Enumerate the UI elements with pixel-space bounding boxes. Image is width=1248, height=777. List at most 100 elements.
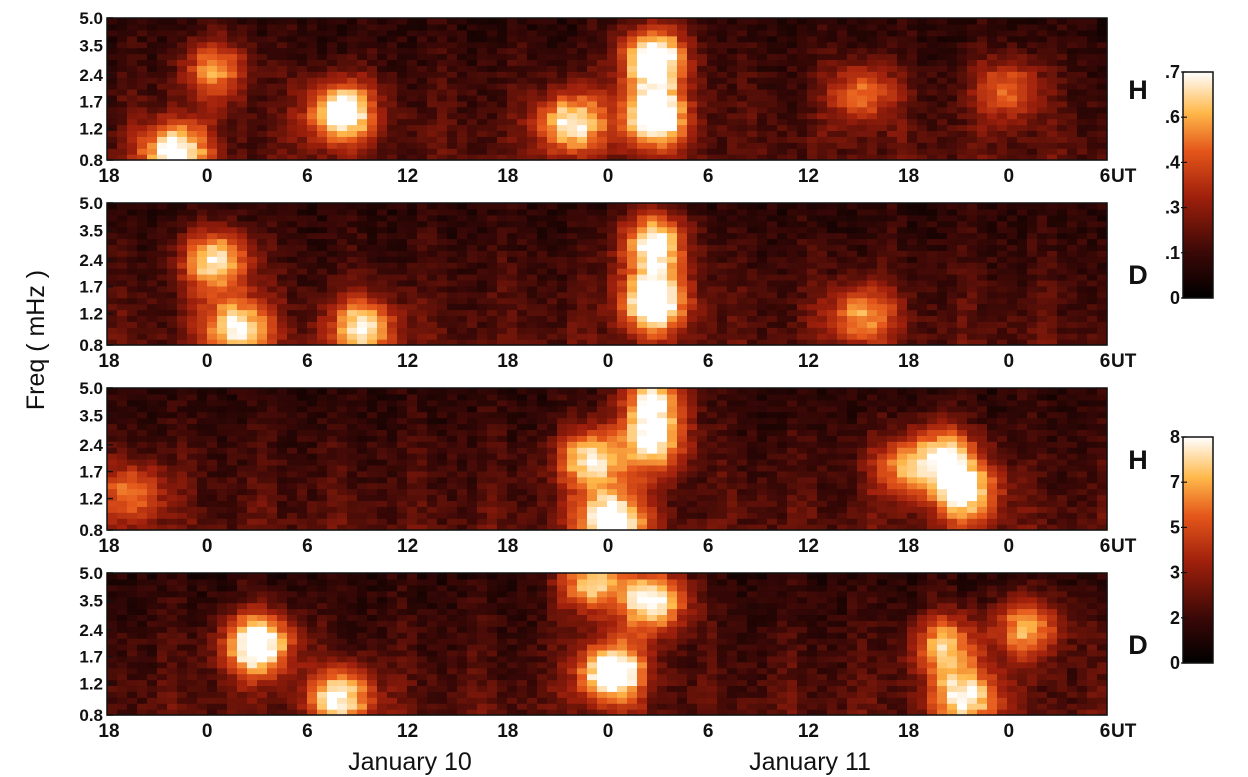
heatmap-cell [277, 226, 288, 234]
heatmap-cell [737, 65, 748, 72]
heatmap-cell [1077, 238, 1088, 246]
heatmap-cell [747, 100, 758, 108]
heatmap-cell [757, 250, 768, 257]
heatmap-cell [557, 268, 568, 275]
heatmap-cell [137, 53, 148, 61]
heatmap-cell [967, 136, 978, 143]
heatmap-cell [437, 203, 448, 210]
heatmap-cell [577, 118, 588, 126]
heatmap-cell [717, 71, 728, 78]
heatmap-cell [187, 291, 198, 299]
heatmap-cell [537, 244, 548, 251]
heatmap-cell [317, 23, 328, 31]
heatmap-cell [1057, 148, 1068, 155]
heatmap-cell [477, 41, 488, 49]
heatmap-cell [477, 118, 488, 126]
heatmap-cell [367, 291, 378, 299]
heatmap-cell [597, 339, 608, 346]
heatmap-cell [157, 315, 168, 322]
heatmap-cell [587, 118, 598, 126]
heatmap-cell [987, 18, 998, 25]
heatmap-cell [627, 83, 638, 90]
heatmap-cell [237, 112, 248, 120]
heatmap-cell [647, 41, 658, 49]
heatmap-cell [637, 94, 648, 102]
heatmap-cell [627, 226, 638, 234]
heatmap-cell [917, 303, 928, 311]
heatmap-cell [987, 244, 998, 251]
heatmap-cell [117, 285, 128, 293]
heatmap-cell [877, 142, 888, 149]
heatmap-cell [607, 268, 618, 275]
heatmap-cell [207, 327, 218, 334]
heatmap-cell [587, 256, 598, 263]
heatmap-cell [947, 309, 958, 317]
heatmap-cell [337, 220, 348, 228]
heatmap-cell [1087, 203, 1098, 210]
heatmap-cell [397, 279, 408, 287]
heatmap-cell [127, 321, 138, 328]
heatmap-cell [677, 285, 688, 293]
heatmap-cell [177, 238, 188, 246]
heatmap-cell [677, 29, 688, 37]
heatmap-cell [987, 262, 998, 269]
heatmap-cell [867, 89, 878, 96]
heatmap-cell [697, 83, 708, 90]
heatmap-cell [1037, 77, 1048, 84]
heatmap-cell [117, 250, 128, 257]
heatmap-cell [967, 214, 978, 222]
heatmap-cell [337, 154, 348, 161]
heatmap-cell [557, 59, 568, 66]
heatmap-cell [957, 35, 968, 43]
heatmap-cell [707, 142, 718, 149]
heatmap-cell [377, 303, 388, 311]
heatmap-cell [947, 94, 958, 102]
heatmap-cell [657, 250, 668, 257]
heatmap-cell [717, 268, 728, 275]
heatmap-cell [177, 124, 188, 132]
heatmap-cell [787, 268, 798, 275]
heatmap-cell [507, 327, 518, 334]
heatmap-cell [377, 203, 388, 210]
heatmap-cell [537, 77, 548, 84]
heatmap-cell [677, 47, 688, 55]
heatmap-cell [117, 524, 128, 531]
heatmap-cell [287, 35, 298, 43]
heatmap-cell [287, 41, 298, 49]
heatmap-cell [677, 94, 688, 102]
heatmap-cell [557, 309, 568, 317]
heatmap-cell [457, 94, 468, 102]
heatmap-cell [527, 333, 538, 340]
heatmap-cell [657, 303, 668, 311]
heatmap-cell [1047, 203, 1058, 210]
heatmap-cell [227, 71, 238, 78]
heatmap-cell [767, 154, 778, 161]
heatmap-cell [267, 250, 278, 257]
heatmap-cell [987, 136, 998, 143]
heatmap-cell [307, 327, 318, 334]
heatmap-cell [297, 309, 308, 317]
heatmap-cell [767, 124, 778, 132]
heatmap-cell [417, 279, 428, 287]
heatmap-cell [617, 77, 628, 84]
heatmap-cell [147, 65, 158, 72]
heatmap-cell [567, 77, 578, 84]
heatmap-cell [987, 142, 998, 149]
heatmap-cell [547, 238, 558, 246]
heatmap-cell [147, 148, 158, 155]
heatmap-cell [307, 142, 318, 149]
heatmap-cell [837, 321, 848, 328]
heatmap-cell [657, 94, 668, 102]
heatmap-cell [507, 238, 518, 246]
heatmap-cell [107, 262, 118, 269]
heatmap-cell [907, 268, 918, 275]
heatmap-cell [927, 315, 938, 322]
heatmap-cell [707, 83, 718, 90]
heatmap-cell [717, 53, 728, 61]
heatmap-cell [847, 18, 858, 25]
heatmap-cell [597, 83, 608, 90]
heatmap-cell [997, 226, 1008, 234]
heatmap-cell [467, 262, 478, 269]
heatmap-cell [447, 291, 458, 299]
heatmap-cell [207, 268, 218, 275]
